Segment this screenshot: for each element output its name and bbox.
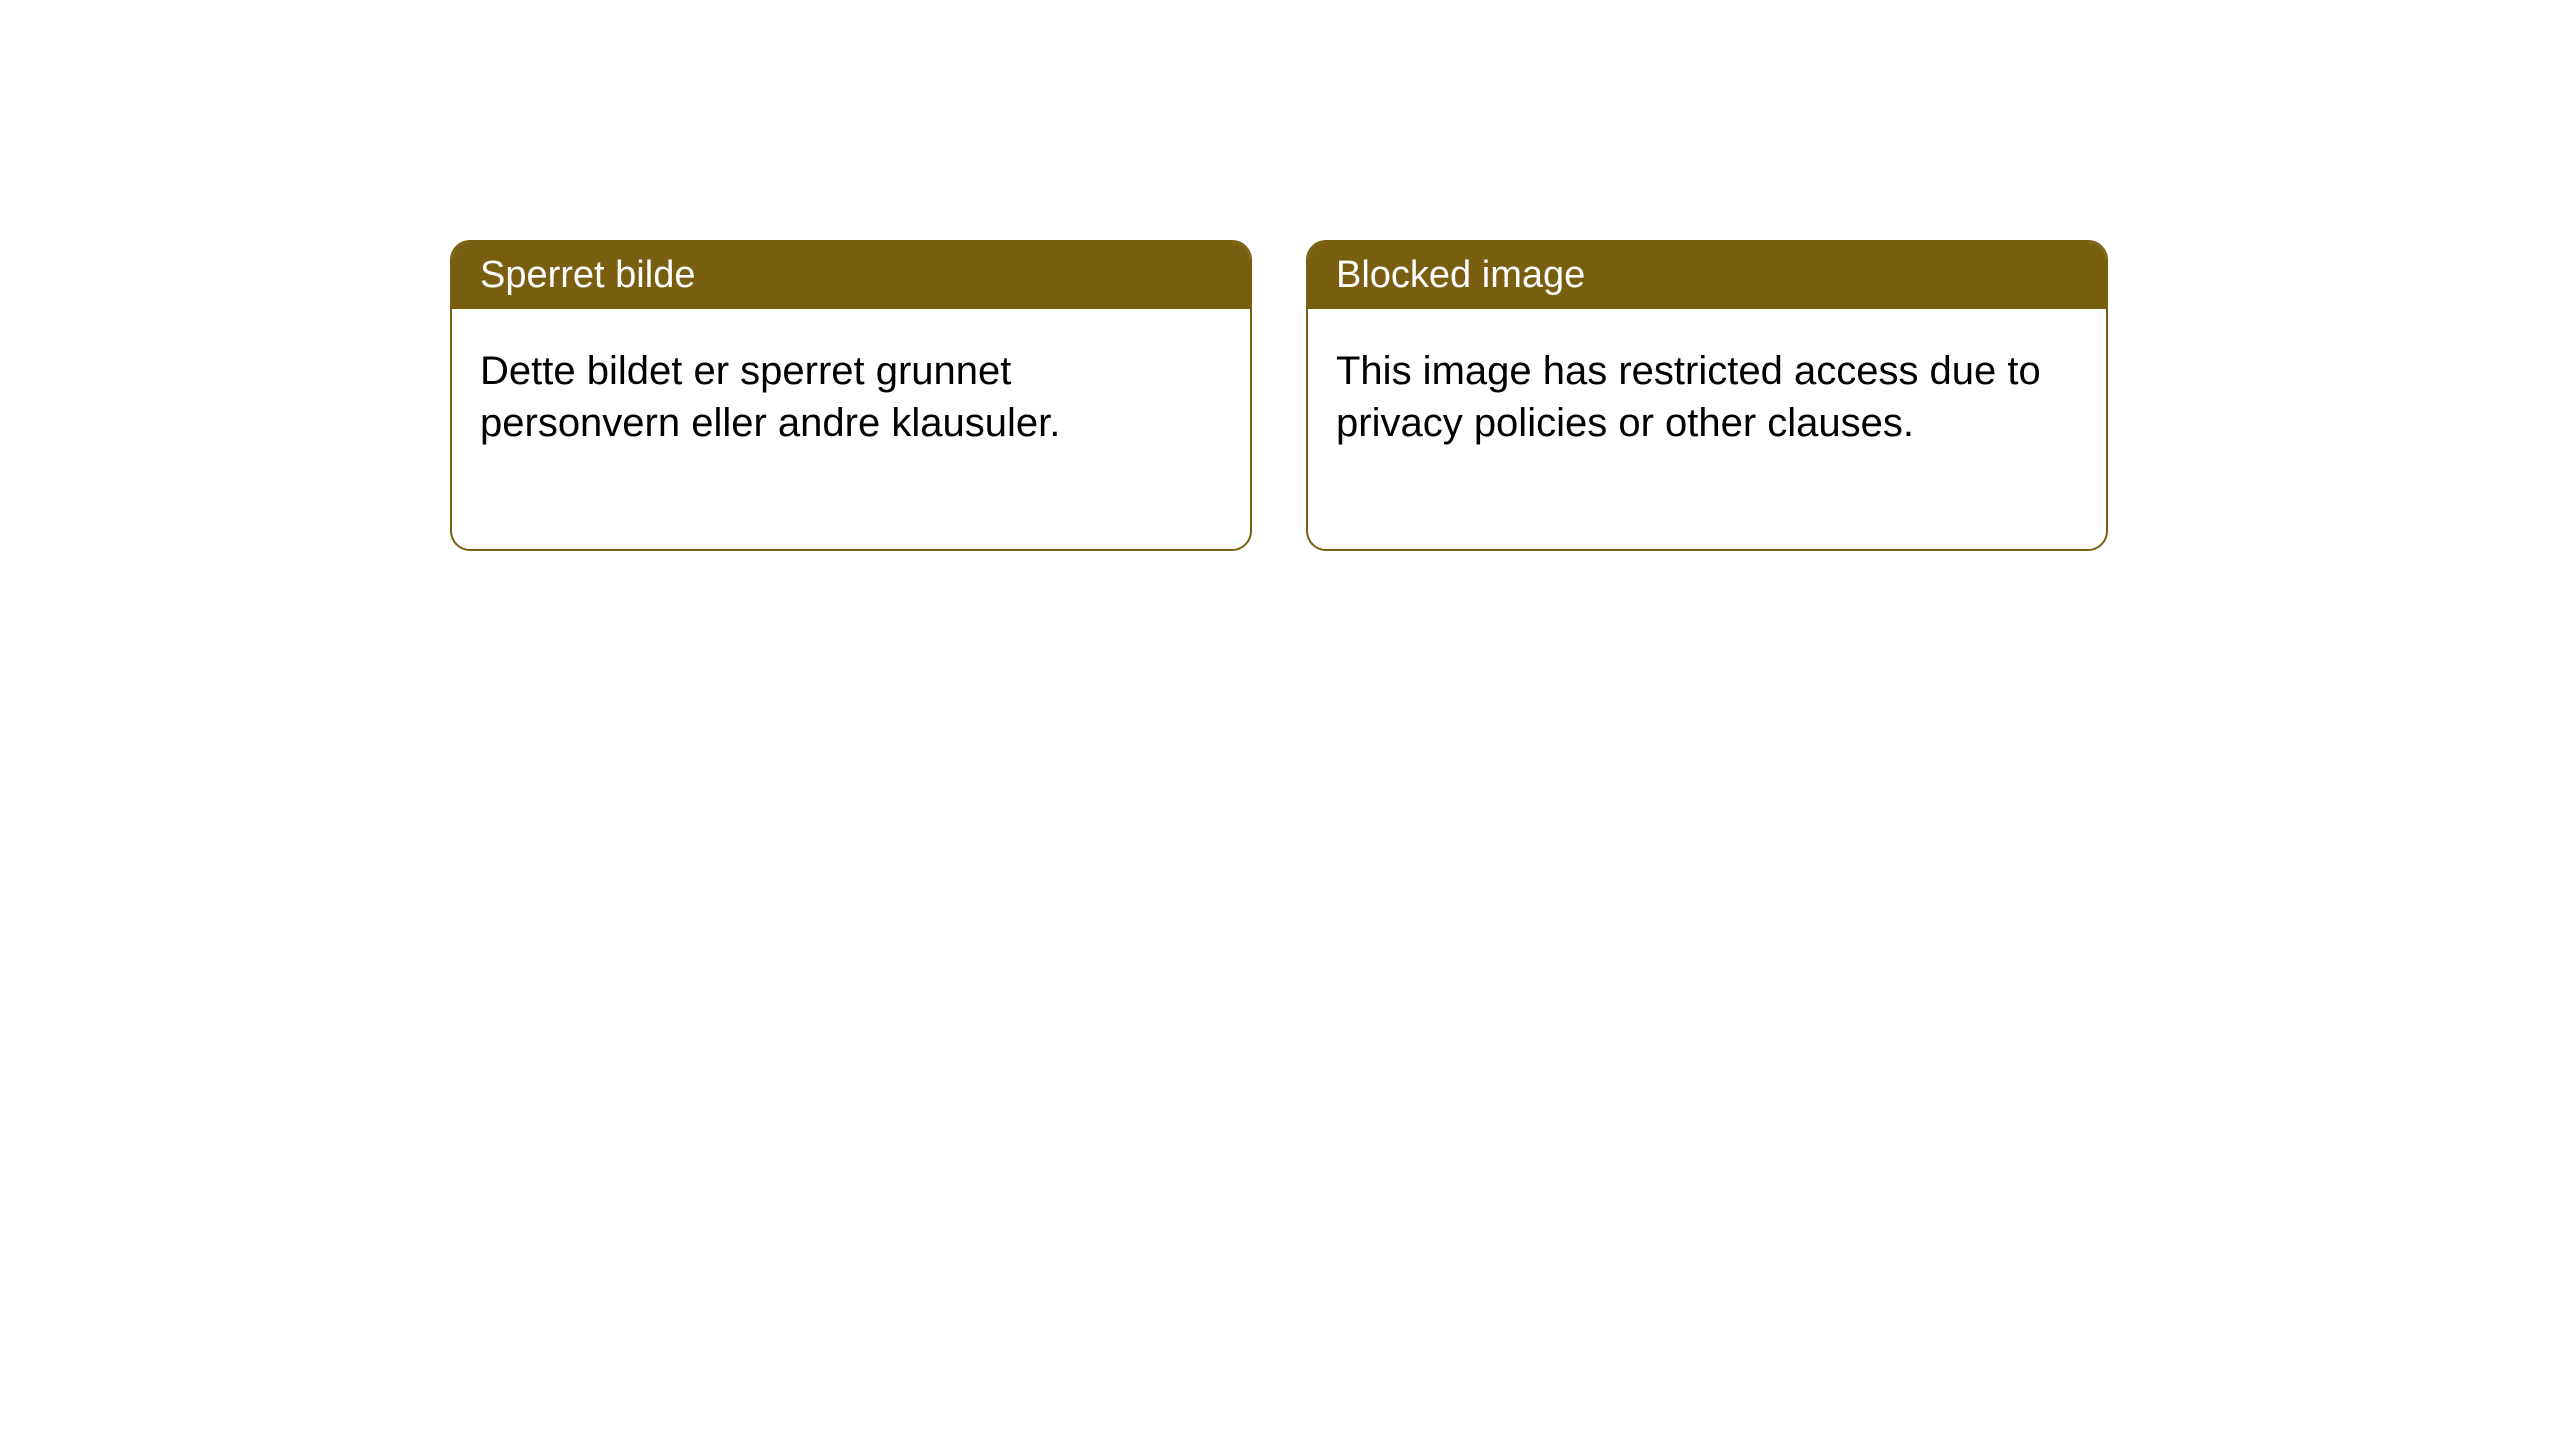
card-header: Sperret bilde <box>452 242 1250 309</box>
card-body: Dette bildet er sperret grunnet personve… <box>452 309 1250 549</box>
card-body-text: Dette bildet er sperret grunnet personve… <box>480 349 1060 445</box>
card-header: Blocked image <box>1308 242 2106 309</box>
card-title: Sperret bilde <box>480 254 695 296</box>
card-body: This image has restricted access due to … <box>1308 309 2106 549</box>
notice-card-norwegian: Sperret bilde Dette bildet er sperret gr… <box>450 240 1252 551</box>
card-body-text: This image has restricted access due to … <box>1336 349 2041 445</box>
card-title: Blocked image <box>1336 254 1585 296</box>
notice-cards-container: Sperret bilde Dette bildet er sperret gr… <box>450 240 2108 551</box>
notice-card-english: Blocked image This image has restricted … <box>1306 240 2108 551</box>
